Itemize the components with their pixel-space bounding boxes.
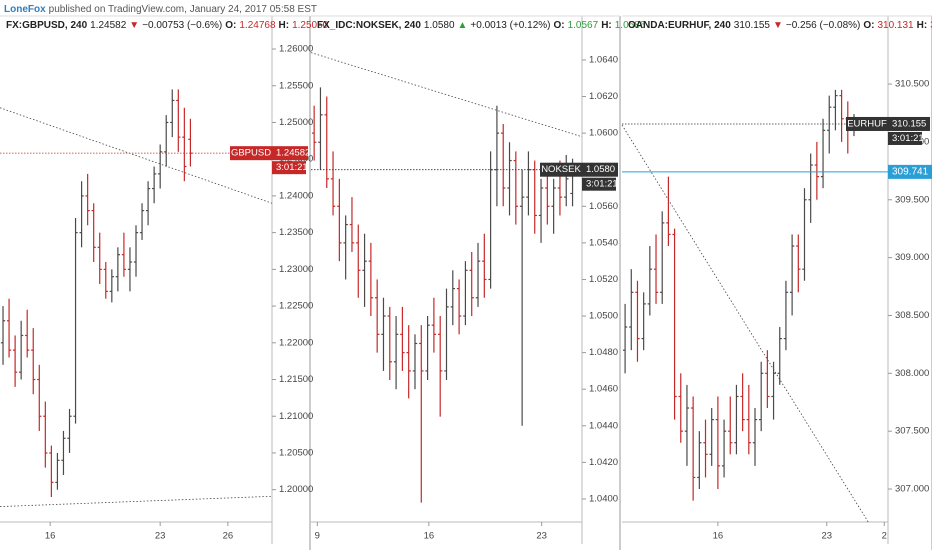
y-tick-label: 1.20000	[279, 484, 313, 495]
countdown-box	[888, 131, 922, 145]
published: published on TradingView.com, January 24…	[49, 4, 317, 15]
y-tick-label: 1.23000	[279, 264, 313, 275]
y-tick-label: 1.25000	[279, 117, 313, 128]
countdown: 3:01:21	[276, 162, 308, 173]
legend-last: 1.24582	[90, 20, 127, 31]
y-tick-label: 1.25500	[279, 80, 313, 91]
y-tick-label: 307.000	[895, 484, 929, 495]
legend-open-label: O:	[225, 20, 236, 31]
legend-open: 1.24768	[239, 20, 276, 31]
symbol-label: NOKSEK	[541, 164, 581, 175]
legend-open-label: O:	[863, 20, 874, 31]
y-tick-label: 308.500	[895, 310, 929, 321]
legend-high-label: H:	[279, 20, 290, 31]
y-tick-label: 1.24000	[279, 190, 313, 201]
y-tick-label: 1.0620	[589, 91, 618, 102]
legend: FX_IDC:NOKSEK, 240 1.0580 ▲ +0.0013 (+0.12%…	[317, 20, 646, 31]
y-tick-label: 1.0540	[589, 237, 618, 248]
price-label: 1.24582	[276, 148, 310, 159]
price-label-box	[582, 162, 618, 177]
legend-change: −0.00753 (−0.6%)	[142, 20, 222, 31]
y-tick-label: 308.000	[895, 368, 929, 379]
countdown-box	[582, 177, 616, 191]
symbol-label-box	[540, 162, 582, 177]
price-label-box	[272, 146, 308, 161]
x-tick-label: 9	[315, 531, 320, 542]
trendline	[0, 107, 273, 204]
legend: FX:GBPUSD, 240 1.24582 ▼ −0.00753 (−0.6%) O:…	[6, 20, 329, 31]
y-tick-label: 1.0520	[589, 274, 618, 285]
trendline	[621, 124, 869, 523]
y-tick-label: 1.0400	[589, 493, 618, 504]
legend-last: 1.0580	[424, 20, 455, 31]
symbol-label: EURHUF	[847, 118, 887, 129]
price-label: 1.0580	[586, 164, 615, 175]
header: LoneFox published on TradingView.com, Jan…	[4, 4, 317, 15]
x-tick-label: 16	[713, 531, 724, 542]
alert-label: 309.741	[892, 167, 929, 178]
y-tick-label: 1.21000	[279, 411, 313, 422]
x-tick-label: 2	[882, 531, 887, 542]
y-tick-label: 1.0640	[589, 54, 618, 65]
legend-high-label: H:	[601, 20, 612, 31]
price-label: 310.155	[892, 118, 926, 129]
y-tick-label: 1.0420	[589, 457, 618, 468]
x-tick-label: 23	[155, 531, 166, 542]
alert-label-box	[888, 164, 932, 179]
legend-arrow: ▼	[773, 20, 783, 31]
x-tick-label: 16	[424, 531, 435, 542]
symbol-label-box	[846, 116, 888, 131]
legend-symbol: OANDA:EURHUF, 240	[628, 20, 731, 31]
legend-open-label: O:	[553, 20, 564, 31]
countdown-box	[272, 161, 306, 175]
x-tick-label: 23	[536, 531, 547, 542]
y-tick-label: 310.500	[895, 79, 929, 90]
legend-change: +0.0013 (+0.12%)	[470, 20, 550, 31]
legend-arrow: ▲	[458, 20, 468, 31]
y-tick-label: 1.0560	[589, 201, 618, 212]
y-tick-label: 1.0600	[589, 128, 618, 139]
countdown: 3:01:21	[586, 179, 618, 190]
legend-open: 1.0567	[568, 20, 599, 31]
legend-high: 1.25050	[292, 20, 329, 31]
y-tick-label: 307.500	[895, 426, 929, 437]
author: LoneFox	[4, 4, 46, 15]
x-tick-label: 23	[821, 531, 832, 542]
legend-symbol: FX:GBPUSD, 240	[6, 20, 88, 31]
y-tick-label: 1.0440	[589, 420, 618, 431]
y-tick-label: 1.0480	[589, 347, 618, 358]
x-tick-label: 16	[45, 531, 56, 542]
legend-high-label: H:	[917, 20, 928, 31]
symbol-label-box	[230, 146, 272, 161]
legend-change: −0.256 (−0.08%)	[786, 20, 861, 31]
price-label-box	[888, 116, 930, 131]
y-tick-label: 309.000	[895, 252, 929, 263]
y-tick-label: 1.22000	[279, 337, 313, 348]
x-tick-label: 26	[223, 531, 234, 542]
legend: OANDA:EURHUF, 240 310.155 ▼ −0.256 (−0.08%)…	[628, 20, 932, 31]
countdown: 3:01:21	[892, 133, 924, 144]
y-tick-label: 1.26000	[279, 44, 313, 55]
legend-arrow: ▼	[129, 20, 139, 31]
legend-open: 310.131	[877, 20, 914, 31]
y-tick-label: 1.22500	[279, 301, 313, 312]
y-tick-label: 1.0500	[589, 311, 618, 322]
legend-symbol: FX_IDC:NOKSEK, 240	[317, 20, 421, 31]
y-tick-label: 1.20500	[279, 447, 313, 458]
y-tick-label: 309.500	[895, 194, 929, 205]
legend-last: 310.155	[734, 20, 771, 31]
y-tick-label: 1.0460	[589, 384, 618, 395]
legend-high: 310.24	[930, 20, 932, 31]
legend-high: 1.0586	[615, 20, 646, 31]
y-tick-label: 1.21500	[279, 374, 313, 385]
symbol-label: GBPUSD	[231, 148, 271, 159]
y-tick-label: 1.23500	[279, 227, 313, 238]
